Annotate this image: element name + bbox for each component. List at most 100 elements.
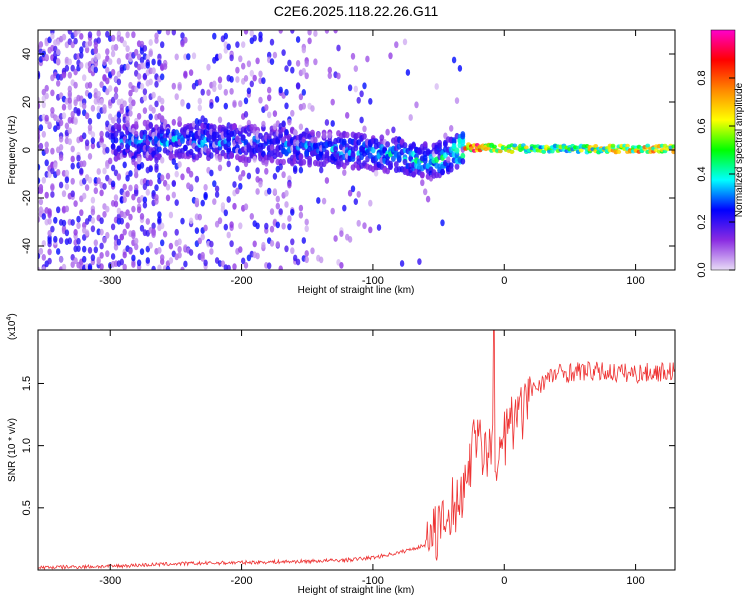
spectrogram-cell-78 <box>47 230 52 237</box>
spectrogram-cell-134 <box>58 119 64 127</box>
spectrogram-cell-994 <box>191 52 197 60</box>
snr-x-label: Height of straight line (km) <box>298 585 415 596</box>
spectrogram-cell-246 <box>79 51 84 59</box>
spectrogram-cell-1951 <box>423 188 428 196</box>
spectrogram-cell-1213 <box>235 76 240 83</box>
spectrogram-cell-212 <box>73 37 78 45</box>
spectrogram-cell-1429 <box>275 221 280 229</box>
spectrogram-cell-871 <box>168 257 174 264</box>
spectrogram-cell-1079 <box>209 152 214 159</box>
spectrogram-cell-1169 <box>226 43 231 51</box>
spectrogram-cell-373 <box>102 59 107 66</box>
spectrogram-cell-1557 <box>301 136 306 144</box>
spectrogram-cell-165 <box>64 205 70 213</box>
spectrogram-cell-1324 <box>255 222 260 230</box>
spectrogram-cell-1757 <box>356 191 361 198</box>
spectrogram-cell-536 <box>125 143 130 150</box>
spectrogram-cell-1127 <box>217 155 223 163</box>
spectrogram-cell-889 <box>171 158 176 166</box>
spectrogram-cell-529 <box>122 40 127 48</box>
spectrogram-cell-1543 <box>298 166 304 174</box>
spectrogram-cell-76 <box>47 171 52 179</box>
spectrogram-cell-181 <box>67 127 73 135</box>
spectrogram-cell-365 <box>99 217 104 225</box>
spectrogram-cell-1021 <box>197 104 202 112</box>
spectrogram-cell-449 <box>113 86 119 94</box>
spectrogram-cell-89 <box>50 147 55 155</box>
spectrogram-cell-116 <box>56 206 61 214</box>
snr-panel: -300 -200 -100 0 100 0.5 1.0 1.5 Height of str… <box>6 313 676 596</box>
spectrogram-cell-1649 <box>324 119 330 126</box>
spectrogram-cell-1501 <box>290 109 295 117</box>
spectrogram-cell-1004 <box>194 175 200 183</box>
spectrogram-cell-47 <box>41 101 46 109</box>
spectrogram-cell-19 <box>38 198 44 206</box>
spectrogram-cell-520 <box>122 228 127 236</box>
spectrogram-cell-1257 <box>243 262 249 269</box>
spectrogram-cell-1185 <box>229 221 234 229</box>
spectrogram-cell-1427 <box>275 195 280 203</box>
x-tick-label: 100 <box>626 275 644 287</box>
spectrogram-cell-1000 <box>194 124 200 131</box>
spectrogram-cell-1351 <box>261 241 266 249</box>
spectrogram-cell-826 <box>160 222 165 230</box>
spectrogram-cell-140 <box>58 181 64 189</box>
spectrogram-cell-820 <box>160 105 165 112</box>
spectrogram-cell-204 <box>70 155 75 163</box>
spectrogram-cell-328 <box>93 246 99 254</box>
spectrogram-cell-1474 <box>284 128 289 136</box>
spectrogram-cell-2031 <box>451 56 457 64</box>
spectrogram-cell-1384 <box>267 262 272 270</box>
spectrogram-cell-391 <box>105 162 110 170</box>
spectrogram-cell-1442 <box>278 86 283 94</box>
spectrogram-cell-874 <box>168 242 174 250</box>
spectrogram-cell-376 <box>102 183 107 190</box>
spectrogram-cell-1637 <box>321 197 327 205</box>
spectrogram-cell-1737 <box>350 52 356 60</box>
colorbar-label: Normalized spectral amplitude <box>734 82 745 217</box>
spectrogram-cell-1778 <box>362 222 367 230</box>
spectrogram-cell-60 <box>44 159 49 167</box>
spectrogram-cell-635 <box>136 157 142 165</box>
spectrogram-cell-1444 <box>278 30 283 34</box>
spectrogram-cell-2272 <box>671 144 675 149</box>
spectrogram-cell-1452 <box>281 49 286 56</box>
spectrogram-cell-1768 <box>359 90 364 98</box>
spectrogram-cell-453 <box>113 194 119 202</box>
spectrogram-cell-1218 <box>235 66 240 74</box>
spectrogram-cell-1855 <box>388 52 393 60</box>
spectrogram-cell-1607 <box>313 136 318 144</box>
spectrogram-cell-1413 <box>272 51 278 59</box>
spectrogram-cell-1830 <box>379 134 385 141</box>
spectrogram-cell-620 <box>134 130 139 138</box>
spectrogram-cell-1558 <box>301 102 306 110</box>
spectrogram-cell-478 <box>116 78 122 86</box>
spectrogram-cell-404 <box>108 85 113 92</box>
spectrogram-cell-138 <box>58 135 64 143</box>
spectrogram-cell-119 <box>56 169 61 176</box>
spectrogram-cell-1203 <box>232 101 237 108</box>
spectrogram-cell-1365 <box>264 222 269 230</box>
spectrogram-cell-23 <box>38 142 44 150</box>
spectrogram-cell-1536 <box>298 153 304 161</box>
spectrogram-cell-1391 <box>269 157 275 164</box>
spectrogram-cell-1245 <box>241 41 246 48</box>
spectrogram-cell-287 <box>84 139 90 147</box>
spectrogram-cell-1183 <box>229 240 234 248</box>
spectrogram-cell-326 <box>93 239 99 247</box>
spectrogram-cell-1706 <box>341 138 347 145</box>
spectrogram-cell-188 <box>67 90 73 98</box>
spectrogram-cell-1054 <box>203 117 208 125</box>
spectrogram-cell-434 <box>110 164 116 172</box>
spectrogram-cell-1187 <box>229 76 234 83</box>
spectrogram-cell-174 <box>64 169 70 177</box>
spectrogram-cell-636 <box>136 73 142 80</box>
spectrogram-cell-1396 <box>269 225 275 233</box>
spectrogram-cell-13 <box>38 132 41 140</box>
x-tick-label: -100 <box>362 575 384 587</box>
spectrogram-cell-66 <box>47 248 52 256</box>
spectrogram-cell-307 <box>90 217 96 224</box>
spectrogram-cell-1443 <box>278 208 283 216</box>
spectrogram-cell-790 <box>157 146 162 153</box>
